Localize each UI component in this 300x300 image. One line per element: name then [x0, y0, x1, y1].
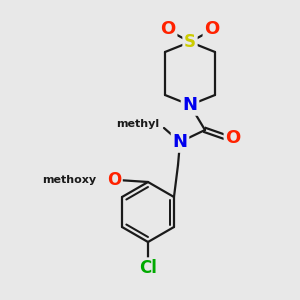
Text: O: O — [107, 171, 121, 189]
Text: O: O — [204, 20, 220, 38]
Text: methoxy: methoxy — [42, 175, 96, 185]
Text: O: O — [225, 129, 241, 147]
Text: S: S — [184, 33, 196, 51]
Text: Cl: Cl — [139, 259, 157, 277]
Text: N: N — [172, 133, 188, 151]
Text: methyl: methyl — [116, 119, 159, 129]
Text: N: N — [182, 96, 197, 114]
Text: O: O — [160, 20, 175, 38]
